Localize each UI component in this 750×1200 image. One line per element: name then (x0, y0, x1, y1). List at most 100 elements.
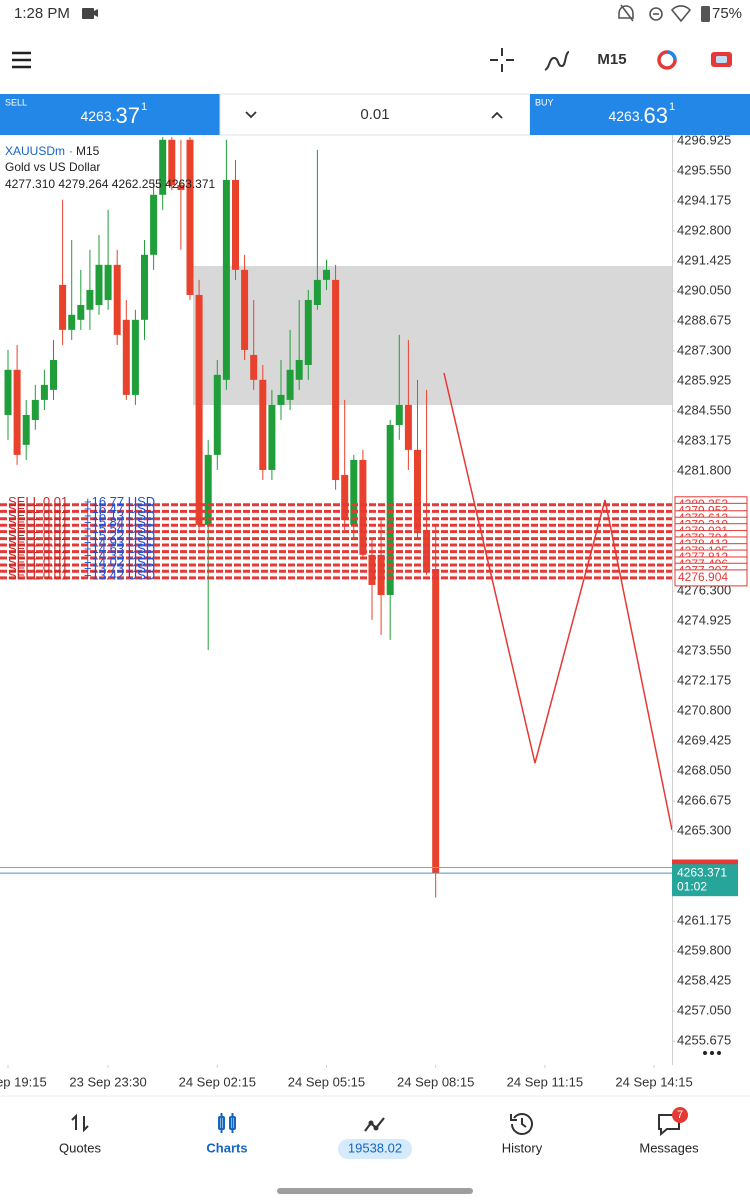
position-label: SELL 0.01 (8, 521, 68, 536)
status-time: 1:28 PM (14, 5, 70, 22)
candle-body (95, 264, 103, 305)
y-tick-label: 4285.925 (677, 372, 731, 387)
position-profit: +13.73 USD (84, 561, 155, 576)
y-tick-label: 4288.675 (677, 312, 731, 327)
candle-body (113, 264, 121, 335)
chart-description: Gold vs US Dollar (5, 160, 100, 174)
more-button[interactable] (703, 1051, 721, 1055)
candles (4, 137, 440, 898)
candle-body (13, 369, 21, 455)
nav-quotes[interactable]: Quotes (59, 1113, 101, 1155)
time-axis: 23 Sep 19:15 23 Sep 23:30 24 Sep 02:15 24 S… (0, 1065, 693, 1089)
y-tick-label: 4273.550 (677, 642, 731, 657)
candle-body (432, 569, 440, 874)
buy-button[interactable] (530, 94, 750, 135)
y-tick-label: 4272.175 (677, 673, 731, 688)
position-profit: +14.63 USD (84, 541, 155, 556)
candle-body (86, 289, 94, 310)
candle-body (204, 454, 212, 525)
positions: SELL 0.01 +16.77 USD SELL 0.01 +16.47 USD SE… (0, 494, 672, 582)
candle-body (131, 319, 139, 395)
volume-up[interactable] (491, 111, 503, 119)
nav-label: History (502, 1140, 543, 1155)
battery-level: 75% (712, 5, 742, 22)
position-label: SELL 0.01 (8, 515, 68, 530)
candle-body (423, 529, 431, 570)
candle-body (304, 299, 312, 365)
y-tick-label: 4257.050 (677, 1003, 731, 1018)
candle-body (186, 139, 194, 295)
candle-body (377, 554, 385, 595)
y-tick-label: 4274.925 (677, 612, 731, 627)
zigzag-object (443, 372, 672, 831)
volume-down[interactable] (245, 111, 257, 119)
candle-body (268, 404, 276, 470)
candle-body (259, 379, 267, 470)
objects-button[interactable] (657, 50, 677, 70)
x-tick-label: 24 Sep 02:15 (179, 1074, 256, 1089)
nav-charts[interactable]: Charts (206, 1113, 248, 1155)
candle-body (222, 179, 230, 380)
position-label: SELL 0.01 (8, 561, 68, 576)
position-profit: +15.54 USD (84, 521, 155, 536)
sell-button[interactable] (0, 94, 220, 135)
volume-value[interactable]: 0.01 (360, 106, 389, 123)
position-profit: +15.84 USD (84, 515, 155, 530)
y-tick-label: 4292.800 (677, 222, 731, 237)
menu-button[interactable] (12, 51, 31, 69)
y-tick-label: 4283.175 (677, 432, 731, 447)
plot-area: SELL 0.01 +16.77 USD SELL 0.01 +16.47 USD SE… (0, 137, 672, 898)
sell-label: SELL (5, 97, 27, 107)
position-price-tag: 4276.904 (674, 569, 748, 587)
position-label: SELL 0.01 (8, 501, 68, 516)
symbol-timeframe: M15 (76, 144, 100, 158)
candle-body (332, 279, 340, 480)
y-tick-label: 4265.300 (677, 823, 731, 838)
candle-body (322, 269, 330, 280)
position-profit: +14.02 USD (84, 554, 155, 569)
position-label: SELL 0.01 (8, 534, 68, 549)
y-tick-label: 4255.675 (677, 1033, 731, 1048)
y-tick-label: 4270.800 (677, 703, 731, 718)
status-icons (618, 4, 692, 23)
position-label: SELL 0.01 (8, 547, 68, 562)
position-label: SELL 0.01 (8, 554, 68, 569)
x-tick-label: 24 Sep 11:15 (507, 1074, 583, 1089)
timeframe-button[interactable]: M15 (597, 51, 626, 68)
y-tick-label: 4287.300 (677, 342, 731, 357)
trade-button[interactable] (711, 52, 732, 67)
nav-trade[interactable]: 19538.02 (338, 1117, 412, 1159)
candle-body (213, 374, 221, 455)
nav-balance: 19538.02 (348, 1140, 402, 1155)
nav-history[interactable]: History (502, 1113, 543, 1155)
y-tick-label: 4261.175 (677, 913, 731, 928)
candle-body (159, 139, 167, 195)
battery-icon (701, 6, 710, 22)
nav-messages[interactable]: 7 Messages (639, 1107, 699, 1155)
y-tick-label: 4281.800 (677, 462, 731, 477)
position-price-box (674, 569, 748, 587)
candle-body (250, 354, 258, 380)
price-lines (0, 867, 672, 874)
candle-body (413, 449, 421, 530)
position-profit: +16.47 USD (84, 501, 155, 516)
candle-body (68, 314, 76, 330)
position-label: SELL 0.01 (8, 567, 68, 582)
candle-body (177, 184, 185, 190)
candle-body (341, 474, 349, 520)
x-tick-label: 23 Sep 19:15 (0, 1074, 47, 1089)
indicators-button[interactable] (544, 51, 570, 71)
nav-label: Charts (206, 1140, 247, 1155)
position-label: SELL 0.01 (8, 541, 68, 556)
y-tick-label: 4268.050 (677, 763, 731, 778)
y-tick-label: 4296.925 (677, 132, 731, 147)
nav-label: Messages (639, 1140, 699, 1155)
candle-body (4, 369, 12, 415)
candle-body (22, 414, 30, 445)
position-profit: +16.13 USD (84, 508, 155, 523)
crosshair-button[interactable] (490, 48, 514, 72)
buy-price: 4263.63 (608, 103, 668, 128)
candle-body (168, 139, 176, 185)
